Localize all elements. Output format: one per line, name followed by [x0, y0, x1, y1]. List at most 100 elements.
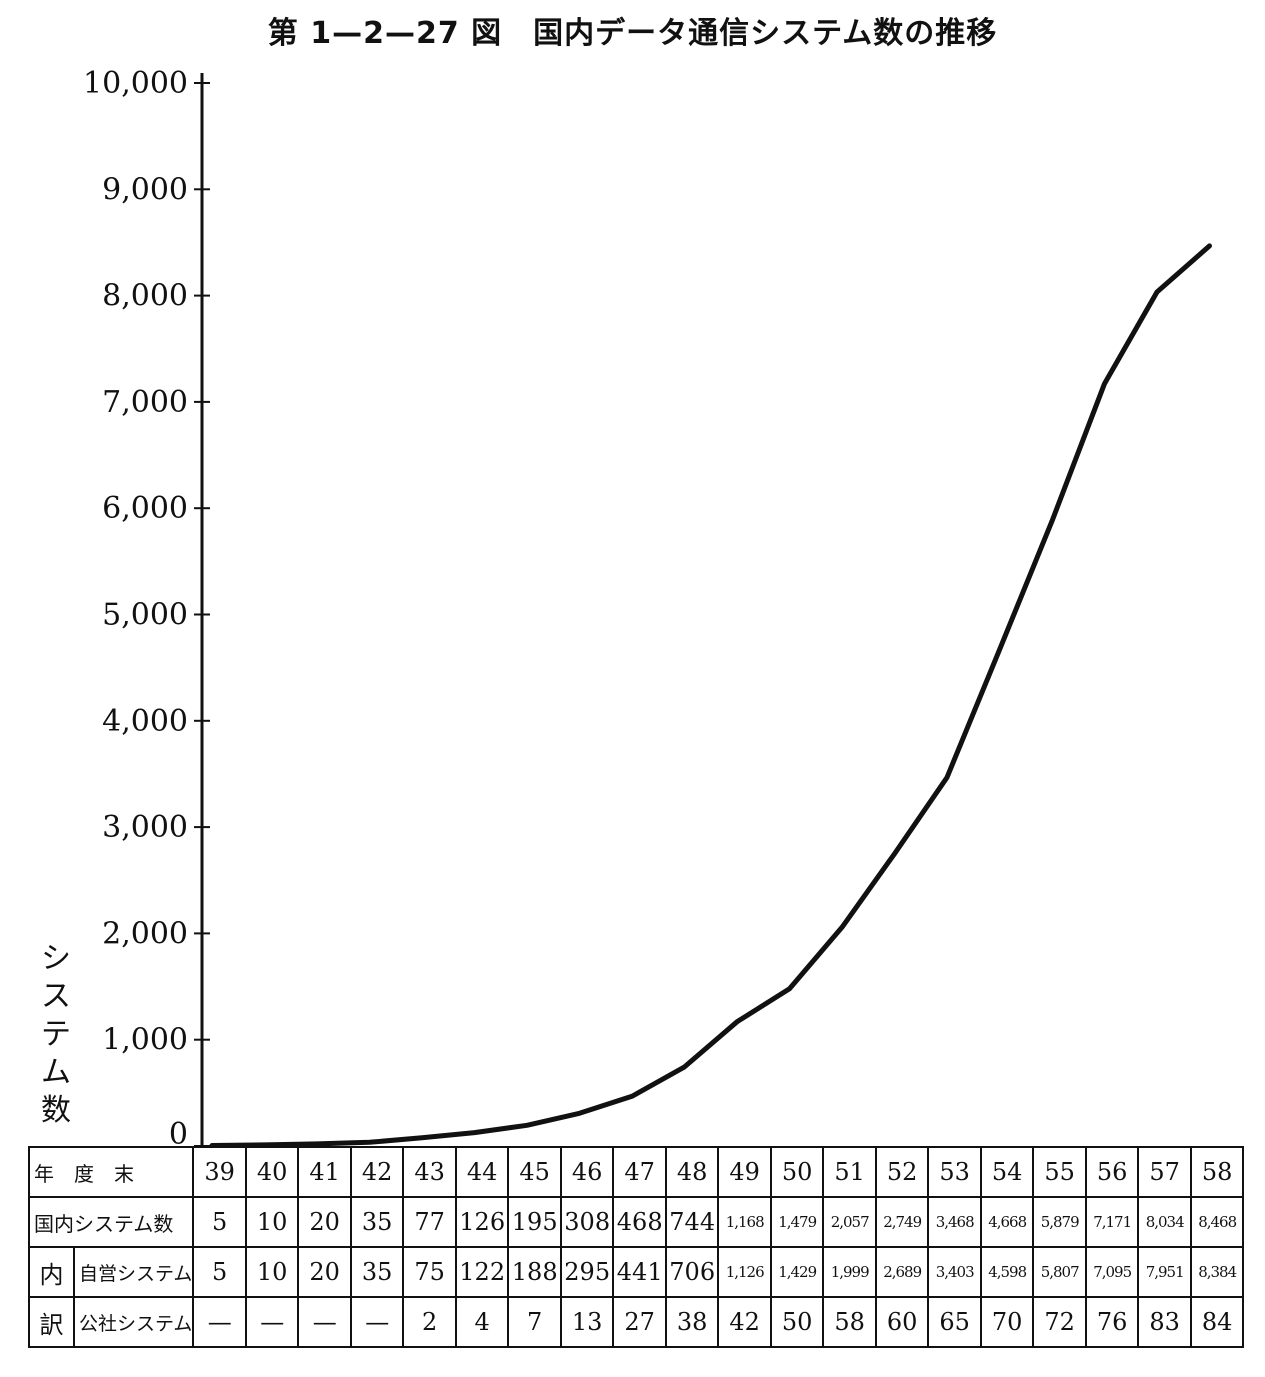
- public-cell: 83: [1137, 1296, 1192, 1348]
- y-tick-label: 5,000: [102, 598, 188, 633]
- year-cell: 53: [927, 1146, 982, 1198]
- year-cell: 46: [559, 1146, 615, 1198]
- year-cell: 39: [192, 1146, 247, 1198]
- data-table: 年 度 末 39 40 41 42 43 44 45 46 47 48 49 50 51 52 53 54 55…: [27, 1146, 1245, 1348]
- private-cell: 75: [402, 1246, 457, 1298]
- total-cell: 20: [297, 1196, 352, 1248]
- public-cell: 50: [769, 1296, 825, 1348]
- private-cell: 1,429: [769, 1246, 825, 1298]
- public-cell: 13: [559, 1296, 615, 1348]
- total-cell: 2,057: [822, 1196, 877, 1248]
- year-cell: 41: [297, 1146, 352, 1198]
- total-cell: 126: [454, 1196, 510, 1248]
- year-cell: 43: [402, 1146, 457, 1198]
- total-cell: 3,468: [927, 1196, 982, 1248]
- y-axis-label-char: テ: [41, 1017, 71, 1052]
- private-cell: 5,807: [1032, 1246, 1087, 1298]
- year-cell: 49: [717, 1146, 772, 1198]
- private-cell: 706: [664, 1246, 720, 1298]
- year-cell: 51: [822, 1146, 877, 1198]
- private-cell: 295: [559, 1246, 615, 1298]
- total-cell: 4,668: [979, 1196, 1035, 1248]
- y-tick-label: 1,000: [102, 1023, 188, 1058]
- private-cell: 2,689: [874, 1246, 930, 1298]
- public-cell: 70: [979, 1296, 1035, 1348]
- public-cell: 4: [454, 1296, 510, 1348]
- private-cell: 1,999: [822, 1246, 877, 1298]
- public-cell: 2: [402, 1296, 457, 1348]
- year-cell: 45: [507, 1146, 562, 1198]
- public-cell: —: [192, 1296, 247, 1348]
- public-header: 公社システム: [72, 1296, 195, 1348]
- public-cell: 42: [717, 1296, 772, 1348]
- total-cell: 1,168: [717, 1196, 772, 1248]
- private-cell: 3,403: [927, 1246, 982, 1298]
- public-cell: 58: [822, 1296, 877, 1348]
- breakdown-header-bottom: 訳: [28, 1296, 75, 1348]
- total-header: 国内システム数: [27, 1196, 195, 1248]
- table-row-year: 年 度 末 39 40 41 42 43 44 45 46 47 48 49 50 51 52 53 54 55…: [27, 1146, 1245, 1198]
- y-axis-label-char: ム: [41, 1055, 71, 1090]
- private-cell: 7,095: [1084, 1246, 1140, 1298]
- private-cell: 1,126: [717, 1246, 772, 1298]
- total-cell: 7,171: [1084, 1196, 1140, 1248]
- y-tick-label: 3,000: [102, 810, 188, 845]
- total-cell: 35: [349, 1196, 405, 1248]
- total-cell: 744: [664, 1196, 720, 1248]
- year-cell: 44: [454, 1146, 510, 1198]
- year-cell: 54: [979, 1146, 1035, 1198]
- year-cell: 42: [349, 1146, 405, 1198]
- year-cell: 40: [244, 1146, 300, 1198]
- private-cell: 8,384: [1189, 1246, 1245, 1298]
- year-cell: 50: [769, 1146, 825, 1198]
- private-cell: 188: [507, 1246, 562, 1298]
- table-row-total: 国内システム数 5 10 20 35 77 126 195 308 468 744 1,168 1,4…: [27, 1196, 1245, 1248]
- y-tick-label: 0: [169, 1117, 188, 1150]
- total-cell: 468: [612, 1196, 667, 1248]
- private-cell: 7,951: [1137, 1246, 1192, 1298]
- public-cell: 7: [507, 1296, 562, 1348]
- public-cell: —: [297, 1296, 352, 1348]
- year-cell: 47: [612, 1146, 667, 1198]
- year-cell: 52: [874, 1146, 930, 1198]
- public-cell: 84: [1189, 1296, 1245, 1348]
- public-cell: 60: [874, 1296, 930, 1348]
- y-axis-label-char: ス: [41, 979, 71, 1014]
- y-tick-label: 6,000: [102, 491, 188, 526]
- year-cell: 48: [664, 1146, 720, 1198]
- year-cell: 56: [1084, 1146, 1140, 1198]
- public-cell: —: [244, 1296, 300, 1348]
- y-axis-label-char: シ: [41, 941, 71, 976]
- y-tick-label: 2,000: [102, 916, 188, 951]
- private-cell: 122: [454, 1246, 510, 1298]
- total-cell: 8,468: [1189, 1196, 1245, 1248]
- total-cell: 10: [244, 1196, 300, 1248]
- table-row-private: 内 自営システム 5 10 20 35 75 122 188 295 441 706 1,126 1,…: [28, 1246, 1245, 1298]
- chart-title: 第 1—2—27 図 国内データ通信システム数の推移: [267, 16, 998, 51]
- y-tick-label: 7,000: [102, 385, 188, 420]
- total-cell: 1,479: [769, 1196, 825, 1248]
- private-cell: 35: [349, 1246, 405, 1298]
- public-cell: 27: [612, 1296, 667, 1348]
- total-cell: 5: [192, 1196, 247, 1248]
- y-tick-label: 8,000: [102, 279, 188, 314]
- total-cell: 2,749: [874, 1196, 930, 1248]
- y-axis-label-char: 数: [41, 1093, 71, 1128]
- year-cell: 55: [1032, 1146, 1087, 1198]
- private-cell: 441: [612, 1246, 667, 1298]
- line-chart: 0 1,000 2,000 3,000 4,000 5,000 6,000 7,000 8,00…: [83, 66, 1212, 1150]
- breakdown-header-top: 内: [28, 1246, 75, 1298]
- private-cell: 5: [192, 1246, 247, 1298]
- public-cell: —: [349, 1296, 405, 1348]
- year-header: 年 度 末: [27, 1146, 195, 1198]
- private-cell: 4,598: [979, 1246, 1035, 1298]
- total-cell: 308: [559, 1196, 615, 1248]
- private-header: 自営システム: [72, 1246, 195, 1298]
- year-cell: 57: [1137, 1146, 1192, 1198]
- public-cell: 72: [1032, 1296, 1087, 1348]
- total-cell: 8,034: [1137, 1196, 1192, 1248]
- total-cell: 77: [402, 1196, 457, 1248]
- series-line: [209, 243, 1212, 1148]
- year-cell: 58: [1189, 1146, 1245, 1198]
- total-cell: 5,879: [1032, 1196, 1087, 1248]
